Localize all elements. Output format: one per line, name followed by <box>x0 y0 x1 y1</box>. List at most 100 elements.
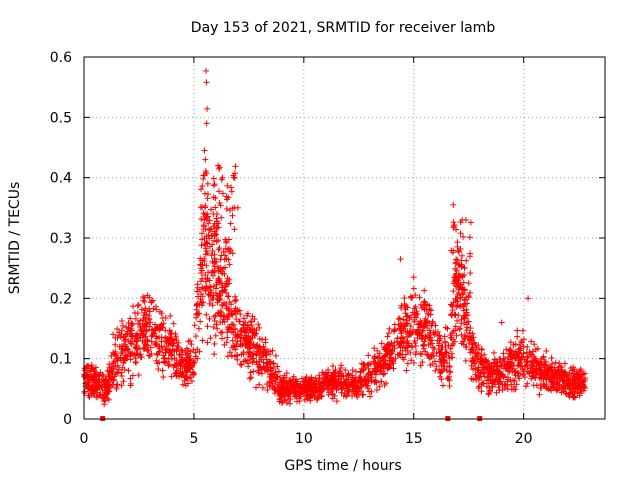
data-point <box>172 333 179 340</box>
data-point <box>403 367 410 374</box>
data-point <box>274 363 281 370</box>
data-point <box>168 373 175 380</box>
data-point <box>385 364 392 371</box>
data-point <box>499 381 506 388</box>
data-point <box>381 382 388 389</box>
data-point <box>194 346 201 353</box>
data-point <box>211 351 218 358</box>
data-point <box>199 337 206 344</box>
data-point <box>495 384 502 391</box>
data-point <box>120 378 127 385</box>
data-point <box>576 374 583 381</box>
data-point <box>423 306 430 313</box>
data-point <box>349 367 356 374</box>
data-point <box>203 262 210 269</box>
data-point <box>260 343 267 350</box>
data-point <box>179 354 186 361</box>
data-point <box>401 295 408 302</box>
data-point <box>360 391 367 398</box>
data-point <box>538 361 545 368</box>
data-point <box>118 382 125 389</box>
data-point <box>272 352 279 359</box>
data-point <box>174 343 181 350</box>
data-point <box>226 261 233 268</box>
data-point <box>145 346 152 353</box>
data-point <box>185 338 192 345</box>
data-point <box>184 366 191 373</box>
data-point <box>203 120 210 127</box>
data-point <box>460 279 467 286</box>
data-point <box>323 370 330 377</box>
data-point <box>173 357 180 364</box>
data-point <box>319 369 326 376</box>
data-point <box>204 180 211 187</box>
data-point <box>136 352 143 359</box>
data-point <box>472 350 479 357</box>
data-point <box>365 352 372 359</box>
data-point <box>127 382 134 389</box>
data-point <box>333 386 340 393</box>
data-point <box>439 343 446 350</box>
data-point <box>191 371 198 378</box>
data-point <box>485 380 492 387</box>
data-point <box>229 321 236 328</box>
data-point <box>445 342 452 349</box>
data-point <box>516 360 523 367</box>
data-point <box>442 338 449 345</box>
data-point <box>414 310 421 317</box>
data-point <box>448 354 455 361</box>
data-point <box>166 334 173 341</box>
data-point <box>386 325 393 332</box>
data-point <box>179 381 186 388</box>
data-point <box>464 300 471 307</box>
data-point <box>205 269 212 276</box>
data-point <box>412 303 419 310</box>
data-point <box>199 182 206 189</box>
data-point <box>127 315 134 322</box>
data-point <box>206 217 213 224</box>
data-point <box>250 368 257 375</box>
data-point <box>329 363 336 370</box>
data-point <box>251 358 258 365</box>
data-point <box>206 315 213 322</box>
data-point <box>252 384 259 391</box>
data-point <box>390 342 397 349</box>
data-point <box>155 349 162 356</box>
data-point <box>572 394 579 401</box>
data-point <box>149 332 156 339</box>
data-point <box>556 360 563 367</box>
data-point <box>215 237 222 244</box>
data-point <box>155 366 162 373</box>
data-point <box>472 375 479 382</box>
data-point <box>338 389 345 396</box>
data-point <box>149 326 156 333</box>
data-point <box>256 335 263 342</box>
data-point <box>523 349 530 356</box>
data-point <box>198 236 205 243</box>
data-point <box>377 357 384 364</box>
data-point <box>247 369 254 376</box>
data-point <box>423 351 430 358</box>
data-point <box>161 358 168 365</box>
data-point <box>465 280 472 287</box>
data-point <box>137 324 144 331</box>
data-point <box>135 372 142 379</box>
data-point <box>410 285 417 292</box>
data-point <box>132 315 139 322</box>
data-point <box>372 371 379 378</box>
data-point <box>229 212 236 219</box>
data-point <box>119 322 126 329</box>
data-point <box>123 353 130 360</box>
data-point <box>421 299 428 306</box>
data-point <box>220 248 227 255</box>
data-point <box>422 316 429 323</box>
data-point <box>219 302 226 309</box>
data-point <box>231 226 238 233</box>
data-point <box>500 373 507 380</box>
data-point <box>448 302 455 309</box>
data-point <box>545 385 552 392</box>
data-point <box>452 323 459 330</box>
data-point <box>445 352 452 359</box>
data-point <box>475 384 482 391</box>
data-point <box>558 389 565 396</box>
